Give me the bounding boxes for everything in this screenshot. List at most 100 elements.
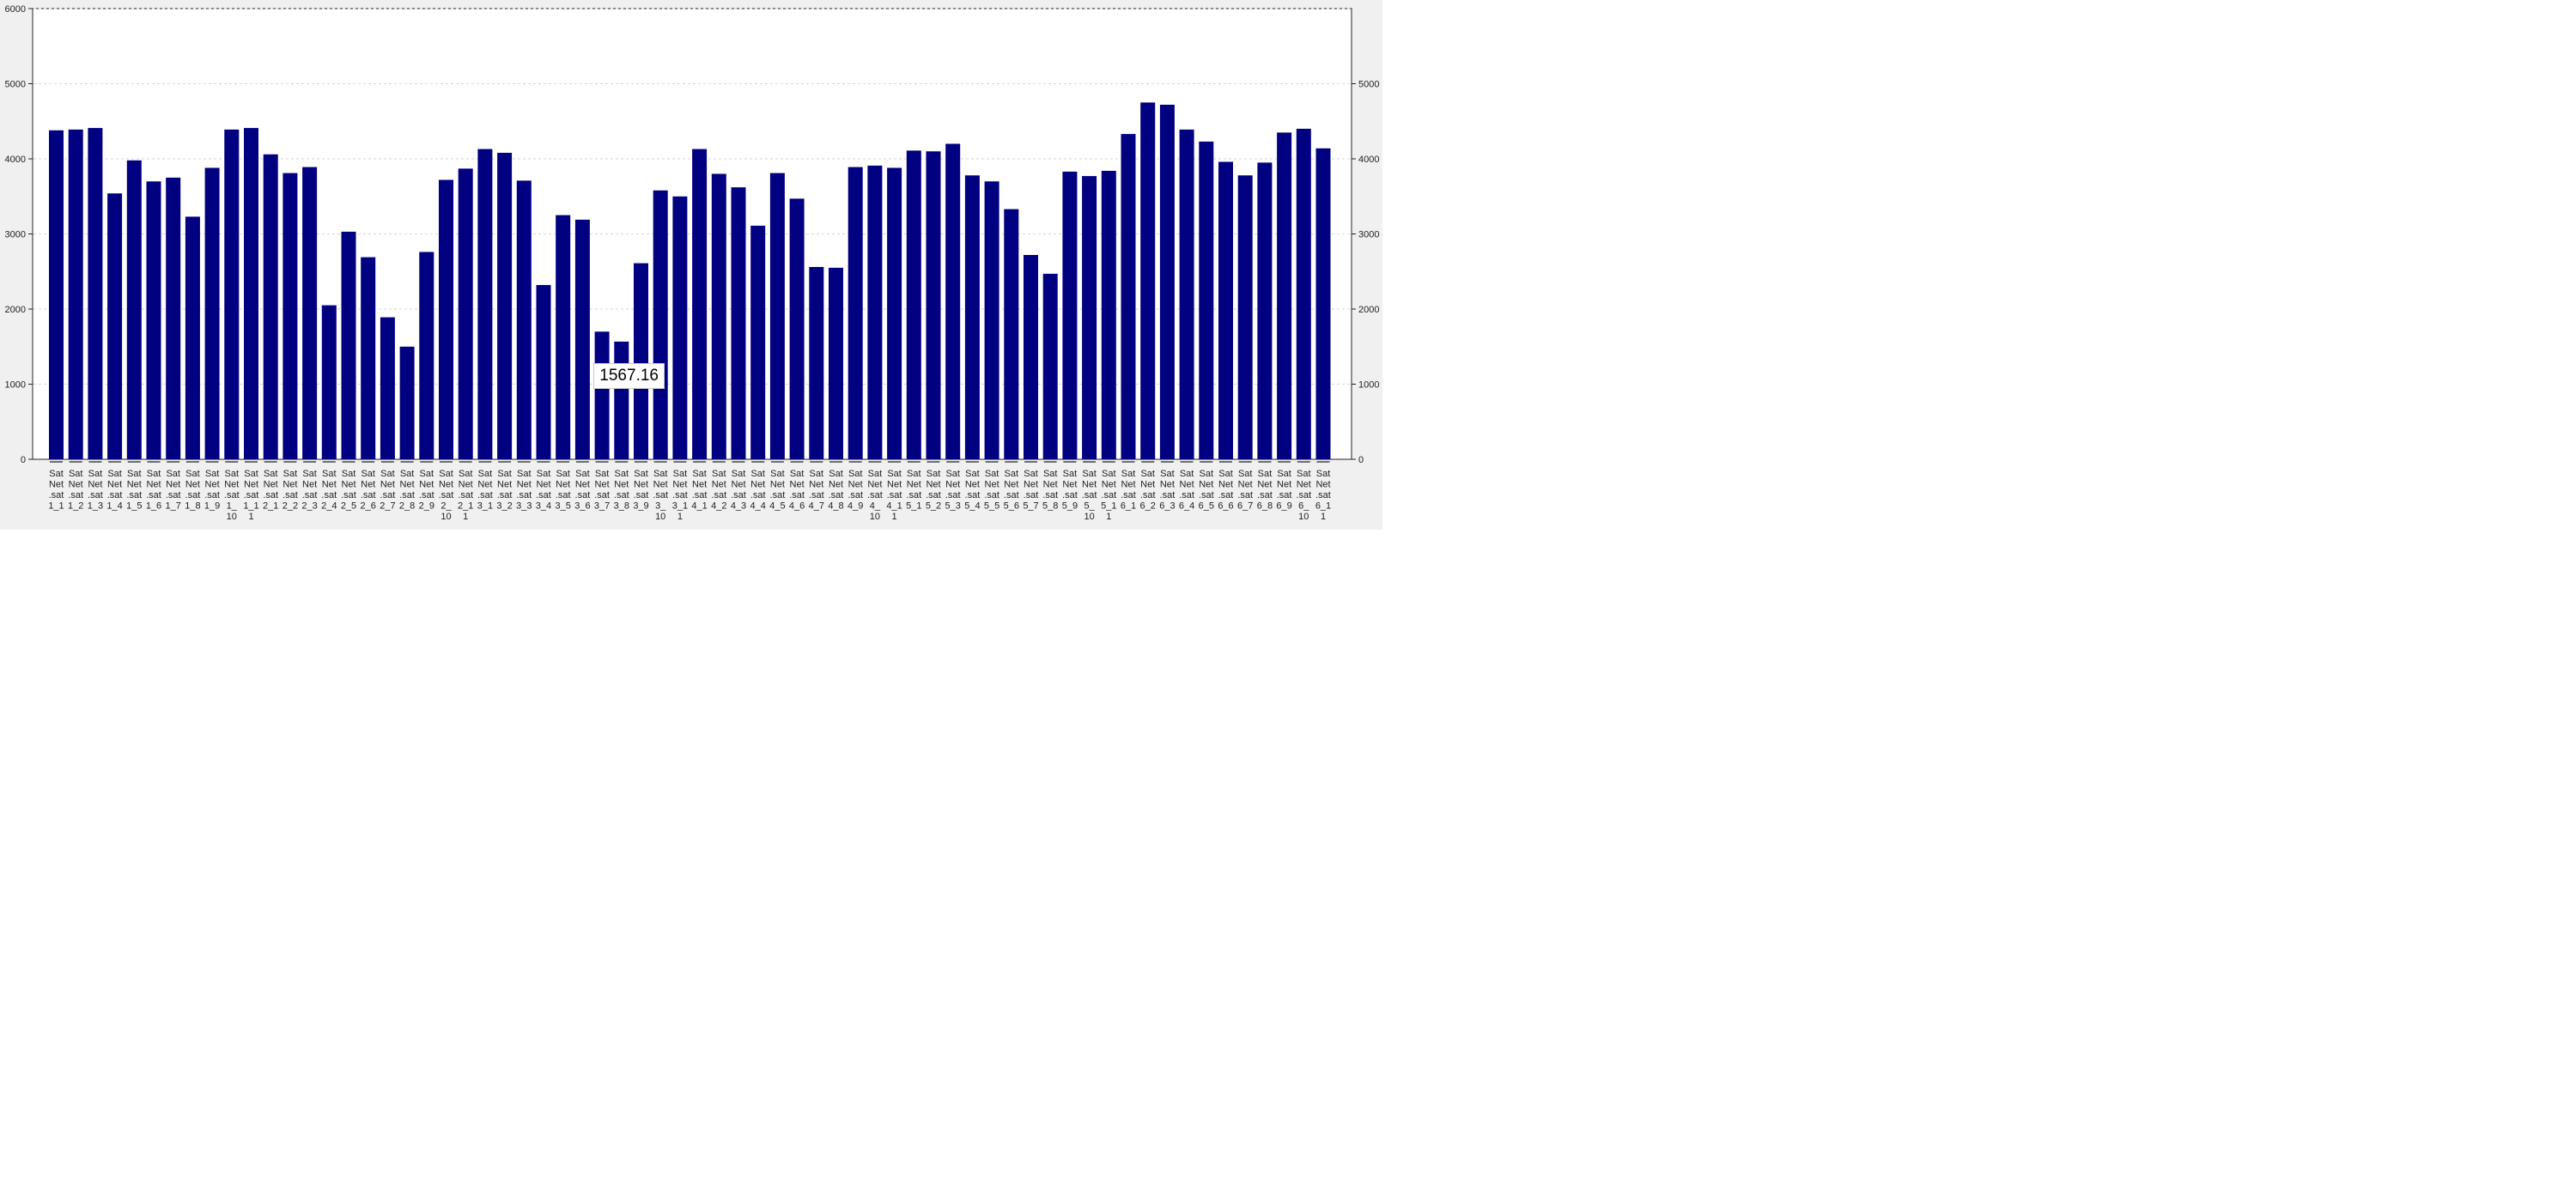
- category-label: Sat Net .sat 4_8: [828, 469, 843, 512]
- category-label: Sat Net .sat 2_9: [419, 469, 434, 512]
- y-tick-label-left: 6000: [5, 4, 26, 15]
- category-label: Sat Net .sat 2_5: [341, 469, 356, 512]
- category-label: Sat Net .sat 3_7: [594, 469, 610, 512]
- category-label: Sat Net .sat 2_8: [399, 469, 415, 512]
- category-label: Sat Net .sat 1_6: [146, 469, 161, 512]
- category-label: Sat Net .sat 4_9: [848, 469, 863, 512]
- category-label: Sat Net .sat 4_1: [691, 469, 707, 512]
- category-label: Sat Net .sat 2_7: [380, 469, 395, 512]
- category-label: Sat Net .sat 5_7: [1023, 469, 1038, 512]
- category-label: Sat Net .sat 3_1 1: [672, 469, 688, 522]
- category-label: Sat Net .sat 3_4: [536, 469, 551, 512]
- category-label: Sat Net .sat 1_1: [48, 469, 64, 512]
- y-tick-label-left: 3000: [5, 230, 26, 240]
- category-label: Sat Net .sat 3_5: [556, 469, 571, 512]
- category-label: Sat Net .sat 6_6: [1218, 469, 1233, 512]
- category-label: Sat Net .sat 2_3: [301, 469, 317, 512]
- category-label: Sat Net .sat 2_ 10: [439, 469, 454, 522]
- y-tick-label-left: 0: [21, 455, 26, 465]
- category-label: Sat Net .sat 5_2: [926, 469, 941, 512]
- category-label: Sat Net .sat 3_3: [516, 469, 532, 512]
- category-label: Sat Net .sat 1_1 1: [243, 469, 258, 522]
- category-label: Sat Net .sat 6_3: [1159, 469, 1175, 512]
- category-label: Sat Net .sat 1_5: [126, 469, 142, 512]
- category-label: Sat Net .sat 4_6: [789, 469, 805, 512]
- y-tick-label-left: 1000: [5, 380, 26, 391]
- category-label: Sat Net .sat 6_9: [1276, 469, 1291, 512]
- category-label: Sat Net .sat 3_6: [574, 469, 590, 512]
- y-tick-label-right: 0: [1358, 455, 1364, 465]
- y-tick-label-left: 5000: [5, 80, 26, 90]
- category-label: Sat Net .sat 5_9: [1062, 469, 1078, 512]
- category-label: Sat Net .sat 1_9: [204, 469, 220, 512]
- category-label: Sat Net .sat 5_ 10: [1082, 469, 1097, 522]
- category-label: Sat Net .sat 6_7: [1237, 469, 1253, 512]
- category-label: Sat Net .sat 5_3: [945, 469, 961, 512]
- category-label: Sat Net .sat 6_5: [1199, 469, 1214, 512]
- value-tooltip: 1567.16: [593, 362, 665, 389]
- category-label: Sat Net .sat 3_9: [633, 469, 648, 512]
- y-tick-label-right: 4000: [1358, 155, 1379, 165]
- category-label: Sat Net .sat 6_1: [1121, 469, 1136, 512]
- category-label: Sat Net .sat 5_1: [906, 469, 921, 512]
- category-label: Sat Net .sat 2_2: [283, 469, 298, 512]
- category-label: Sat Net .sat 1_7: [166, 469, 181, 512]
- category-label: Sat Net .sat 4_1 1: [886, 469, 902, 522]
- category-label: Sat Net .sat 4_5: [769, 469, 785, 512]
- category-label: Sat Net .sat 6_8: [1257, 469, 1273, 512]
- y-tick-label-right: 1000: [1358, 380, 1379, 391]
